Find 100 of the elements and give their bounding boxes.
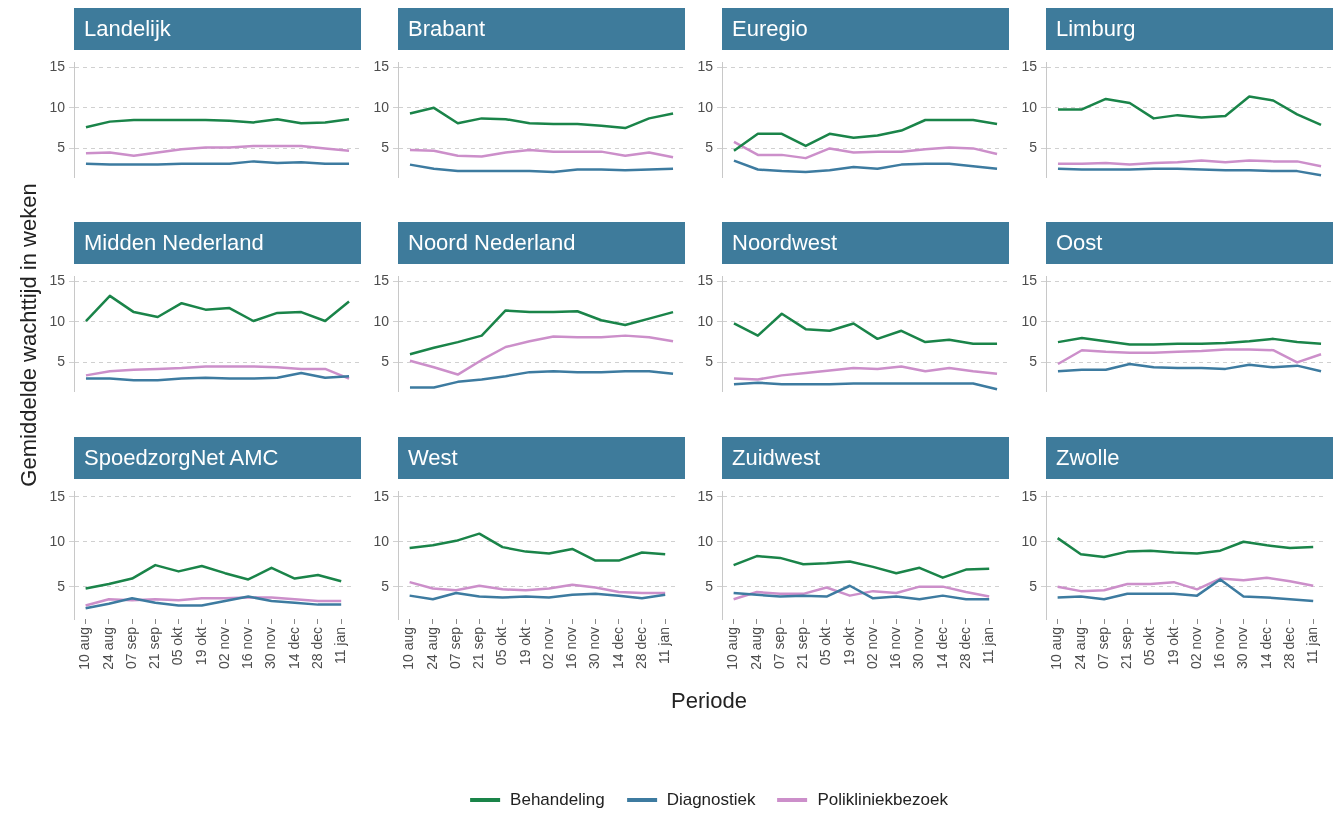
chart-title: Zwolle bbox=[1046, 437, 1333, 479]
chart-title: Zuidwest bbox=[722, 437, 1009, 479]
x-tick-label: 21 sep bbox=[1118, 626, 1135, 670]
y-tick-label: 10 bbox=[697, 312, 714, 329]
x-tick-label: 30 nov bbox=[586, 627, 603, 670]
y-tick-label: 10 bbox=[49, 312, 66, 329]
y-tick-label: 15 bbox=[49, 58, 66, 75]
x-tick-label: 30 nov bbox=[910, 627, 927, 670]
x-tick-label: 11 jan bbox=[1304, 627, 1321, 665]
x-tick-label: 11 jan bbox=[332, 627, 349, 665]
x-tick-label: 11 jan bbox=[980, 627, 997, 665]
y-tick-label: 10 bbox=[373, 98, 390, 115]
x-tick-label: 30 nov bbox=[262, 627, 279, 670]
x-tick-label: 14 dec bbox=[285, 627, 302, 670]
chart-title: Noord Nederland bbox=[398, 222, 685, 264]
y-tick-label: 5 bbox=[381, 353, 390, 370]
x-tick-label: 16 nov bbox=[239, 627, 256, 670]
y-tick-label: 10 bbox=[697, 98, 714, 115]
legend-label: Behandeling bbox=[510, 790, 605, 810]
x-tick-label: 02 nov bbox=[863, 627, 880, 670]
chart-title: West bbox=[398, 437, 685, 479]
x-tick-label: 19 okt bbox=[840, 626, 857, 666]
y-axis-title: Gemiddelde wachttijd in weken bbox=[15, 183, 42, 487]
x-tick-label: 24 aug bbox=[747, 627, 764, 670]
x-tick-label: 21 sep bbox=[146, 626, 163, 670]
chart-title: Noordwest bbox=[722, 222, 1009, 264]
x-tick-label: 10 aug bbox=[76, 627, 93, 670]
x-tick-label: 07 sep bbox=[770, 626, 787, 670]
y-tick-label: 15 bbox=[1021, 272, 1038, 289]
y-tick-label: 5 bbox=[1029, 353, 1038, 370]
x-tick-label: 10 aug bbox=[1048, 627, 1065, 670]
chart-title: Oost bbox=[1046, 222, 1333, 264]
x-tick-label: 05 okt bbox=[817, 626, 834, 666]
x-tick-label: 07 sep bbox=[1094, 626, 1111, 670]
y-tick-label: 15 bbox=[1021, 487, 1038, 504]
y-tick-label: 5 bbox=[705, 139, 714, 156]
x-tick-label: 16 nov bbox=[887, 627, 904, 670]
y-tick-label: 5 bbox=[1029, 577, 1038, 594]
x-tick-label: 02 nov bbox=[215, 627, 232, 670]
y-tick-label: 15 bbox=[373, 487, 390, 504]
y-tick-label: 10 bbox=[1021, 312, 1038, 329]
x-tick-label: 11 jan bbox=[656, 627, 673, 665]
chart-title: Euregio bbox=[722, 8, 1009, 50]
chart-title: Brabant bbox=[398, 8, 685, 50]
x-tick-label: 02 nov bbox=[539, 627, 556, 670]
x-axis-title: Periode bbox=[671, 688, 747, 714]
legend-label: Polikliniekbezoek bbox=[817, 790, 948, 810]
x-tick-label: 10 aug bbox=[724, 627, 741, 670]
y-tick-label: 5 bbox=[705, 353, 714, 370]
x-tick-label: 14 dec bbox=[1257, 627, 1274, 670]
y-tick-label: 5 bbox=[57, 139, 66, 156]
x-tick-label: 19 okt bbox=[516, 626, 533, 666]
x-tick-label: 05 okt bbox=[493, 626, 510, 666]
y-tick-label: 10 bbox=[49, 532, 66, 549]
y-tick-label: 5 bbox=[381, 577, 390, 594]
y-tick-label: 5 bbox=[57, 353, 66, 370]
y-tick-label: 5 bbox=[381, 139, 390, 156]
x-tick-label: 14 dec bbox=[609, 627, 626, 670]
x-tick-label: 19 okt bbox=[1164, 626, 1181, 666]
x-tick-label: 24 aug bbox=[423, 627, 440, 670]
x-tick-label: 14 dec bbox=[933, 627, 950, 670]
y-tick-label: 15 bbox=[373, 272, 390, 289]
y-tick-label: 10 bbox=[697, 532, 714, 549]
y-tick-label: 10 bbox=[373, 312, 390, 329]
y-tick-label: 15 bbox=[49, 272, 66, 289]
y-tick-label: 15 bbox=[697, 487, 714, 504]
x-tick-label: 30 nov bbox=[1234, 627, 1251, 670]
y-tick-label: 15 bbox=[1021, 58, 1038, 75]
y-tick-label: 5 bbox=[57, 577, 66, 594]
x-tick-label: 28 dec bbox=[956, 627, 973, 670]
x-tick-label: 24 aug bbox=[99, 627, 116, 670]
x-tick-label: 24 aug bbox=[1071, 627, 1088, 670]
x-tick-label: 28 dec bbox=[1280, 627, 1297, 670]
y-tick-label: 15 bbox=[373, 58, 390, 75]
x-tick-label: 07 sep bbox=[446, 626, 463, 670]
x-tick-label: 21 sep bbox=[794, 626, 811, 670]
x-tick-label: 19 okt bbox=[192, 626, 209, 666]
y-tick-label: 10 bbox=[373, 532, 390, 549]
chart-title: Landelijk bbox=[74, 8, 361, 50]
x-tick-label: 07 sep bbox=[122, 626, 139, 670]
x-tick-label: 16 nov bbox=[1211, 627, 1228, 670]
x-tick-label: 28 dec bbox=[308, 627, 325, 670]
x-tick-label: 02 nov bbox=[1187, 627, 1204, 670]
x-tick-label: 21 sep bbox=[470, 626, 487, 670]
x-tick-label: 28 dec bbox=[632, 627, 649, 670]
y-tick-label: 15 bbox=[697, 272, 714, 289]
y-tick-label: 10 bbox=[49, 98, 66, 115]
y-tick-label: 15 bbox=[49, 487, 66, 504]
y-tick-label: 5 bbox=[705, 577, 714, 594]
x-tick-label: 05 okt bbox=[169, 626, 186, 666]
legend-label: Diagnostiek bbox=[666, 790, 756, 810]
chart-title: Midden Nederland bbox=[74, 222, 361, 264]
x-tick-label: 16 nov bbox=[563, 627, 580, 670]
y-tick-label: 10 bbox=[1021, 98, 1038, 115]
chart-title: Limburg bbox=[1046, 8, 1333, 50]
x-tick-label: 10 aug bbox=[400, 627, 417, 670]
x-tick-label: 05 okt bbox=[1141, 626, 1158, 666]
chart-title: SpoedzorgNet AMC bbox=[74, 437, 361, 479]
y-tick-label: 15 bbox=[697, 58, 714, 75]
y-tick-label: 10 bbox=[1021, 532, 1038, 549]
